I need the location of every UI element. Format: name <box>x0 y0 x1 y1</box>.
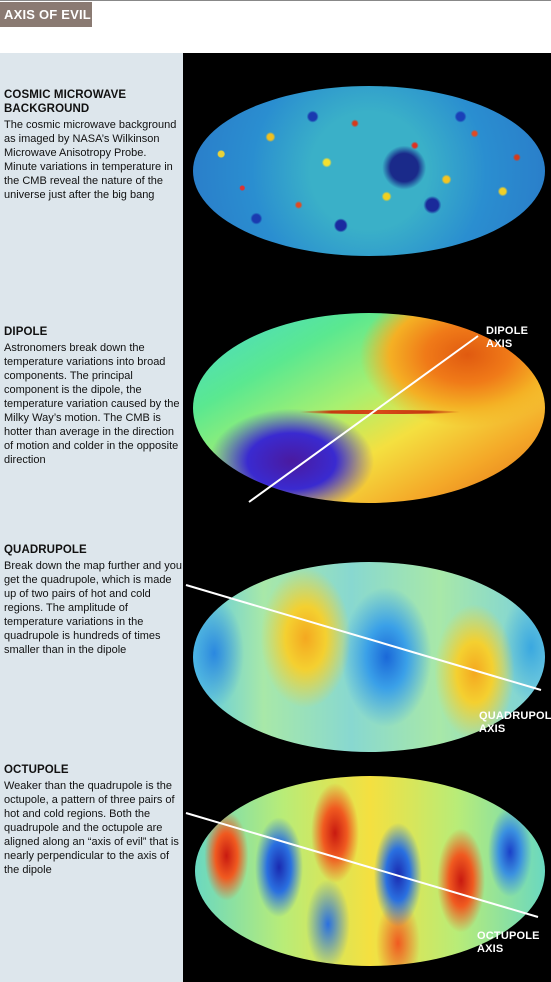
section-heading-octupole: OCTUPOLE <box>4 764 69 776</box>
milky-way-band <box>298 409 461 414</box>
section-cmb: COSMIC MICROWAVE BACKGROUND The cosmic m… <box>4 88 182 202</box>
section-dipole: DIPOLE Astronomers break down the temper… <box>4 325 182 467</box>
octupole-axis-label-line1: OCTUPOLE <box>477 930 540 942</box>
section-heading-cmb: COSMIC MICROWAVE BACKGROUND <box>4 89 127 115</box>
quadrupole-axis-label-line1: QUADRUPOLE <box>479 710 551 722</box>
page-title: AXIS OF EVIL <box>0 2 92 27</box>
quadrupole-axis-label: QUADRUPOLE AXIS <box>479 710 551 736</box>
top-rule <box>0 0 551 1</box>
section-octupole: OCTUPOLE Weaker than the quadrupole is t… <box>4 763 182 877</box>
caption-panel <box>0 53 183 982</box>
section-body-octupole: Weaker than the quadrupole is the octupo… <box>4 780 179 876</box>
quadrupole-axis-label-line2: AXIS <box>479 723 506 735</box>
octupole-axis-label: OCTUPOLE AXIS <box>477 930 540 956</box>
cmb-sky-map <box>193 86 545 256</box>
section-body-quadrupole: Break down the map further and you get t… <box>4 560 182 656</box>
dipole-axis-label: DIPOLE AXIS <box>486 325 529 350</box>
section-heading-dipole: DIPOLE <box>4 326 48 338</box>
section-quadrupole: QUADRUPOLE Break down the map further an… <box>4 543 182 657</box>
octupole-axis-label-line2: AXIS <box>477 943 504 955</box>
section-body-dipole: Astronomers break down the temperature v… <box>4 342 180 466</box>
section-body-cmb: The cosmic microwave background as image… <box>4 119 177 201</box>
section-heading-quadrupole: QUADRUPOLE <box>4 544 87 556</box>
